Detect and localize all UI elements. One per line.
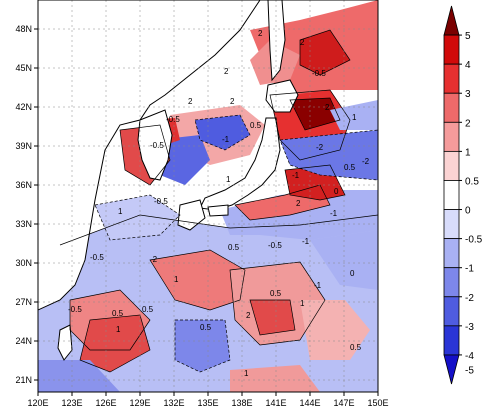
contour-label: -0.5	[68, 305, 82, 314]
contour-label: 0.5	[350, 343, 362, 352]
lon-tick-label: 132E	[163, 398, 184, 408]
lon-tick-label: 129E	[129, 398, 150, 408]
colorbar: 5 4 3 2 1 0.5 0 -0.5 -1 -2 -3 -4 -5	[443, 5, 483, 385]
colorbar-swatch	[443, 238, 460, 269]
longitude-labels: 120E 123E 126E 129E 132E 135E 138E 141E …	[27, 398, 388, 408]
colorbar-label: 4	[465, 60, 471, 71]
colorbar-label: 0.5	[465, 176, 479, 187]
colorbar-swatch	[443, 325, 460, 356]
contour-label: 1	[118, 207, 123, 216]
colorbar-swatch	[443, 121, 460, 152]
colorbar-swatch	[443, 296, 460, 327]
contour-lines	[59, 29, 378, 373]
colorbar-swatch	[443, 150, 460, 181]
contour-label: 0.5	[344, 163, 356, 172]
contour-label: 1	[116, 325, 121, 334]
contour-label: 0.5	[142, 305, 154, 314]
colorbar-swatch	[443, 34, 460, 65]
contour-label: -0.5	[166, 115, 180, 124]
lon-tick-label: 147E	[333, 398, 354, 408]
lat-tick-label: 42N	[15, 102, 32, 112]
lat-tick-label: 24N	[15, 336, 32, 346]
map-plot-area: 2 2 -0.5 2 2 2 2 1 -0.5 0.5 -1 -2 0.5 -0…	[38, 0, 378, 392]
contour-label: 2	[258, 29, 263, 38]
colorbar-label: -5	[465, 365, 474, 376]
contour-label: -1	[292, 171, 300, 180]
contour-label: 0	[350, 269, 355, 278]
colorbar-label: -2	[465, 293, 474, 304]
contour-label: 1	[174, 275, 179, 284]
axis-ticks	[34, 28, 379, 396]
contour-label-group: 2 2 -0.5 2 2 2 2 1 -0.5 0.5 -1 -2 0.5 -0…	[68, 29, 370, 378]
contour-label: 2	[325, 103, 330, 112]
contour-label: 0.5	[112, 309, 124, 318]
colorbar-label: -3	[465, 322, 474, 333]
lon-tick-label: 123E	[61, 398, 82, 408]
lat-tick-label: 30N	[15, 258, 32, 268]
colorbar-label: 5	[465, 31, 471, 42]
contour-label: -0.5	[154, 197, 168, 206]
contour-label: -1	[314, 281, 322, 290]
colorbar-label: 1	[465, 147, 471, 158]
colorbar-swatch	[443, 63, 460, 94]
contour-label: -1	[330, 209, 338, 218]
colorbar-label: -0.5	[465, 235, 483, 246]
contour-label: -1	[222, 135, 230, 144]
contour-label: -2	[316, 143, 324, 152]
colorbar-swatch	[443, 92, 460, 123]
contour-label: -0.5	[90, 253, 104, 262]
contour-label: 1	[352, 113, 357, 122]
contour-label: 0	[334, 187, 339, 196]
contour-label: 1	[226, 175, 231, 184]
colorbar-swatch	[443, 354, 460, 385]
lon-tick-label: 141E	[265, 398, 286, 408]
contour-label: 2	[230, 97, 235, 106]
lon-tick-label: 138E	[231, 398, 252, 408]
colorbar-swatch	[443, 267, 460, 298]
contour-label: -0.5	[268, 241, 282, 250]
colorbar-swatch	[443, 209, 460, 240]
contour-label: -0.5	[150, 141, 164, 150]
contour-label: 0.5	[270, 289, 282, 298]
lat-tick-label: 39N	[15, 141, 32, 151]
colorbar-label: 0	[465, 206, 471, 217]
colorbar-swatch	[443, 5, 460, 36]
contour-label: 2	[296, 199, 301, 208]
contour-label: 2	[224, 67, 229, 76]
colorbar-swatch	[443, 180, 460, 210]
gridlines	[38, 0, 378, 392]
lat-tick-label: 21N	[15, 375, 32, 385]
contour-label: -2	[362, 157, 370, 166]
contour-label: -0.5	[312, 69, 326, 78]
lon-tick-label: 120E	[27, 398, 48, 408]
lon-tick-label: 126E	[95, 398, 116, 408]
contour-label: 1	[300, 299, 305, 308]
contour-label: 2	[246, 311, 251, 320]
lon-tick-label: 144E	[299, 398, 320, 408]
colorbar-label: -4	[465, 351, 474, 362]
contour-label: -1	[302, 237, 310, 246]
contour-label: 2	[188, 97, 193, 106]
lat-tick-label: 33N	[15, 219, 32, 229]
lat-tick-label: 45N	[15, 63, 32, 73]
lon-tick-label: 135E	[197, 398, 218, 408]
colorbar-label: 3	[465, 89, 471, 100]
latitude-labels: 48N 45N 42N 39N 36N 33N 30N 27N 24N 21N	[15, 24, 32, 385]
contour-label: 0.5	[200, 323, 212, 332]
contour-label: 0.5	[250, 121, 262, 130]
contour-label: 0.5	[228, 243, 240, 252]
colorbar-label: -1	[465, 264, 474, 275]
contour-label: 1	[244, 369, 249, 378]
contour-label: 2	[300, 38, 305, 47]
colorbar-label: 2	[465, 118, 471, 129]
contour-label: -2	[150, 255, 158, 264]
lat-tick-label: 48N	[15, 24, 32, 34]
lat-tick-label: 27N	[15, 297, 32, 307]
lon-tick-label: 150E	[367, 398, 388, 408]
lat-tick-label: 36N	[15, 180, 32, 190]
